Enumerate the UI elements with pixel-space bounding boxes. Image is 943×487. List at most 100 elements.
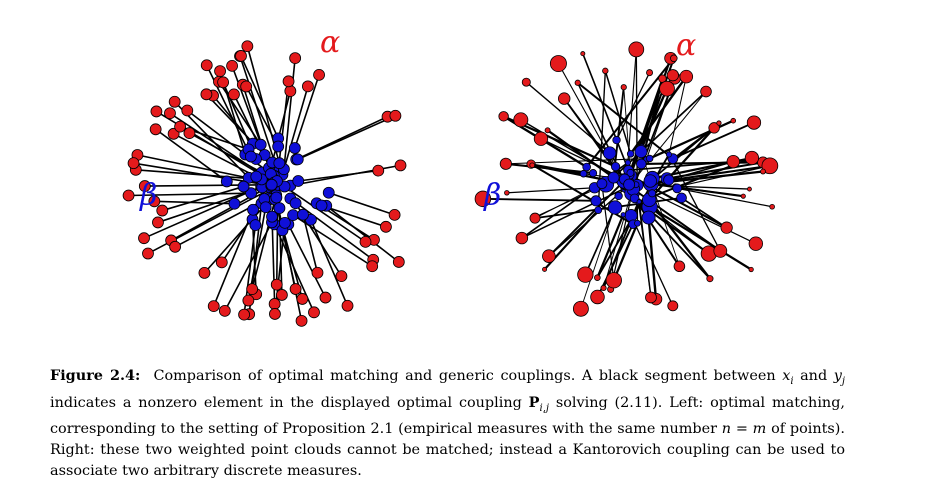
- matching-segment: [281, 86, 309, 175]
- beta-point: [636, 158, 647, 170]
- coupling-segment: [649, 122, 720, 182]
- coupling-segment: [482, 197, 597, 202]
- alpha-point: [666, 69, 679, 82]
- alpha-point: [760, 168, 766, 175]
- matching-segment: [224, 221, 273, 312]
- matching-segment: [251, 194, 277, 290]
- coupling-segment: [651, 192, 757, 245]
- coupling-segment: [628, 160, 734, 172]
- beta-point: [266, 210, 278, 223]
- point-cloud: [122, 40, 407, 327]
- figure-caption: Figure 2.4: Comparison of optimal matchi…: [50, 365, 845, 482]
- right-alpha-label: α: [676, 28, 696, 63]
- alpha-point: [620, 84, 627, 91]
- coupling-segment: [648, 127, 715, 201]
- alpha-point: [720, 221, 733, 234]
- beta-point: [315, 199, 328, 212]
- matching-segment: [143, 185, 262, 239]
- caption-text-4: solving (2.11). Left: optimal matching, …: [50, 394, 845, 437]
- matching-segment: [162, 185, 244, 212]
- alpha-point: [769, 203, 775, 210]
- beta-point: [297, 208, 309, 221]
- beta-point: [636, 199, 642, 205]
- beta-point: [278, 216, 291, 229]
- coupling-segment: [668, 160, 734, 181]
- alpha-point: [152, 216, 164, 229]
- alpha-point: [164, 107, 176, 120]
- beta-point: [645, 154, 654, 163]
- alpha-point: [295, 314, 308, 327]
- alpha-point: [296, 293, 309, 305]
- alpha-point: [574, 79, 581, 86]
- beta-point: [259, 201, 272, 214]
- alpha-point: [659, 80, 675, 97]
- beta-point: [634, 219, 641, 227]
- alpha-point: [235, 50, 247, 62]
- beta-point: [624, 159, 631, 166]
- alpha-point: [602, 67, 609, 75]
- alpha-point: [215, 256, 228, 269]
- caption-label: Figure 2.4:: [50, 367, 141, 384]
- alpha-point: [748, 266, 754, 273]
- alpha-point: [726, 154, 740, 169]
- coupling-segment: [647, 217, 658, 300]
- matching-segment: [155, 128, 228, 183]
- alpha-point: [673, 260, 686, 273]
- matching-segment: [154, 200, 235, 205]
- matching-segment: [310, 219, 349, 307]
- alpha-point: [558, 92, 571, 105]
- beta-point: [273, 157, 286, 170]
- coupling-segment: [668, 76, 687, 155]
- coupling-segment: [671, 159, 721, 252]
- alpha-point: [380, 220, 392, 233]
- beta-point: [265, 178, 278, 191]
- alpha-point: [174, 120, 187, 133]
- matching-segment: [287, 223, 327, 298]
- alpha-point: [246, 283, 259, 295]
- beta-point: [590, 195, 602, 207]
- coupling-segment: [596, 223, 634, 298]
- alpha-point: [761, 157, 779, 175]
- beta-point: [629, 193, 640, 204]
- alpha-point: [228, 88, 240, 101]
- alpha-point: [747, 186, 752, 192]
- matching-segment: [292, 214, 373, 267]
- math-x-i: xi: [782, 368, 794, 387]
- beta-point: [624, 209, 638, 223]
- coupling-segment: [672, 121, 755, 160]
- beta-point: [626, 168, 635, 177]
- alpha-point: [392, 256, 405, 268]
- beta-point: [643, 174, 657, 188]
- beta-point: [596, 178, 608, 190]
- coupling-segment: [630, 78, 676, 193]
- beta-point: [672, 183, 683, 194]
- matching-segment: [239, 55, 278, 170]
- alpha-point: [572, 300, 589, 317]
- alpha-point: [183, 127, 196, 139]
- matching-segment: [283, 58, 296, 170]
- alpha-point: [628, 41, 645, 58]
- caption-text-5: of points). Right: these two weighted po…: [50, 420, 845, 479]
- beta-point: [220, 175, 233, 188]
- alpha-point: [577, 266, 594, 283]
- alpha-point: [670, 54, 678, 63]
- beta-point: [623, 178, 636, 191]
- beta-point: [579, 169, 588, 178]
- alpha-point: [270, 278, 283, 291]
- alpha-point: [207, 300, 220, 313]
- alpha-point: [580, 51, 586, 57]
- alpha-point: [241, 40, 254, 53]
- alpha-point: [335, 270, 348, 283]
- alpha-point: [521, 77, 531, 87]
- left-alpha-label: α: [320, 25, 340, 60]
- alpha-point: [499, 157, 512, 170]
- beta-point: [291, 153, 304, 166]
- math-y-j: yj: [833, 368, 845, 387]
- alpha-point: [181, 104, 194, 117]
- coupling-segment: [601, 183, 615, 281]
- alpha-point: [313, 68, 325, 81]
- alpha-point: [149, 123, 162, 136]
- coupling-segment: [580, 195, 620, 309]
- beta-point: [648, 189, 657, 198]
- matching-segment: [302, 214, 319, 273]
